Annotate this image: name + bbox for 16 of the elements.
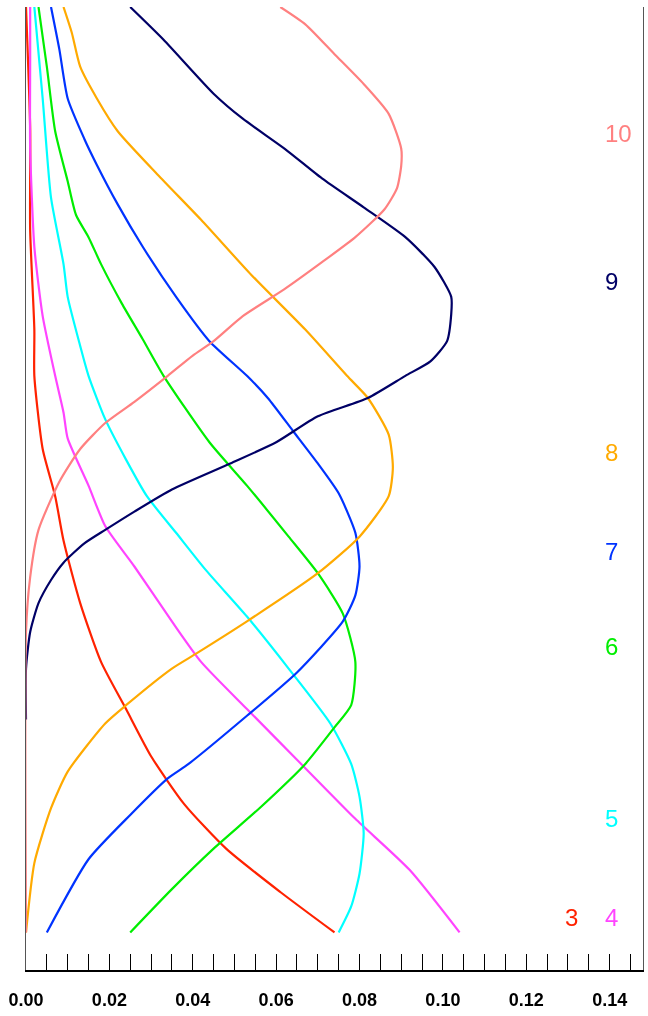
x-tick-label: 0.08	[341, 989, 378, 1010]
x-tick-label: 0.00	[8, 989, 44, 1010]
text: 6	[605, 633, 619, 660]
text: 5	[605, 805, 619, 832]
x-tick-label: 0.12	[508, 989, 544, 1010]
text: 8	[605, 439, 619, 466]
x-tick-label: 0.04	[175, 989, 211, 1010]
text: 3	[565, 904, 579, 931]
x-tick-label: 0.06	[258, 989, 294, 1010]
x-tick-label: 0.10	[425, 989, 461, 1010]
x-tick-label: 0.14	[592, 989, 628, 1010]
text: 9	[605, 268, 619, 295]
x-tick-label: 0.02	[91, 989, 127, 1010]
text: 10	[605, 120, 632, 147]
text: 7	[605, 538, 619, 565]
text: 4	[605, 904, 619, 931]
